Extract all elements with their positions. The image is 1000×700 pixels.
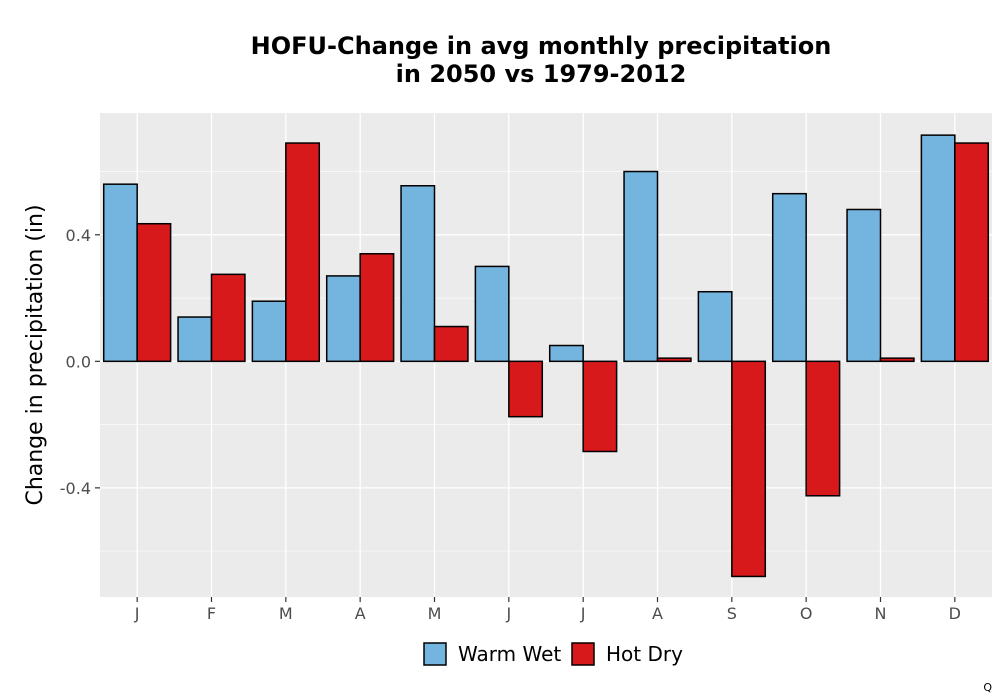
bar-warm-wet-10 <box>846 208 882 363</box>
y-axis-title: Change in precipitation (in) <box>23 204 48 505</box>
bar-warm-wet-5 <box>474 265 510 363</box>
bar-hot-dry-2 <box>285 142 321 363</box>
bar-hot-dry-9 <box>805 360 841 497</box>
x-tick-label: D <box>949 604 961 623</box>
chart-title-line-2: in 2050 vs 1979-2012 <box>396 60 687 88</box>
x-tick-label: M <box>428 604 442 623</box>
bar-hot-dry-8 <box>731 360 767 578</box>
corner-mark: Q <box>983 681 992 694</box>
bar-hot-dry-4 <box>433 325 469 363</box>
y-tick-label: 0.0 <box>66 352 91 371</box>
x-tick-label: O <box>800 604 813 623</box>
chart-title: HOFU-Change in avg monthly precipitation… <box>251 32 832 88</box>
bars <box>102 134 990 578</box>
bar-warm-wet-11 <box>920 134 956 363</box>
bar-warm-wet-9 <box>771 192 807 363</box>
x-tick-label: A <box>355 604 366 623</box>
legend-label-warm-wet: Warm Wet <box>458 642 561 666</box>
x-tick-label: M <box>279 604 293 623</box>
bar-hot-dry-3 <box>359 253 395 363</box>
bar-warm-wet-8 <box>697 290 733 363</box>
x-tick-label: N <box>875 604 887 623</box>
bar-warm-wet-4 <box>400 185 436 363</box>
x-tick-label: J <box>505 604 511 623</box>
y-axis: -0.4 0.0 0.4 <box>60 226 100 498</box>
bar-hot-dry-10 <box>879 357 915 363</box>
minor-gridlines <box>100 171 992 552</box>
bar-warm-wet-6 <box>548 344 584 363</box>
bar-hot-dry-11 <box>954 142 990 363</box>
y-tick-label: 0.4 <box>66 226 91 245</box>
bar-warm-wet-0 <box>102 183 138 363</box>
legend-key-hot-dry <box>571 642 595 666</box>
chart-title-line-1: HOFU-Change in avg monthly precipitation <box>251 32 832 60</box>
x-tick-label: F <box>207 604 216 623</box>
legend-label-hot-dry: Hot Dry <box>606 642 683 666</box>
bar-hot-dry-0 <box>136 222 172 363</box>
legend-key-warm-wet <box>423 642 447 666</box>
bar-hot-dry-7 <box>656 357 692 363</box>
x-tick-label: A <box>652 604 663 623</box>
bar-warm-wet-1 <box>177 316 213 363</box>
plot-panel <box>100 113 992 597</box>
bar-hot-dry-1 <box>210 273 246 363</box>
bar-hot-dry-6 <box>582 360 618 453</box>
bar-warm-wet-3 <box>325 275 361 363</box>
bar-hot-dry-5 <box>508 360 544 418</box>
x-tick-label: J <box>134 604 140 623</box>
x-tick-label: J <box>580 604 586 623</box>
y-tick-label: -0.4 <box>60 479 91 498</box>
bar-warm-wet-2 <box>251 300 287 363</box>
legend: Warm Wet Hot Dry <box>423 642 683 666</box>
bar-warm-wet-7 <box>623 170 659 363</box>
x-tick-label: S <box>727 604 737 623</box>
